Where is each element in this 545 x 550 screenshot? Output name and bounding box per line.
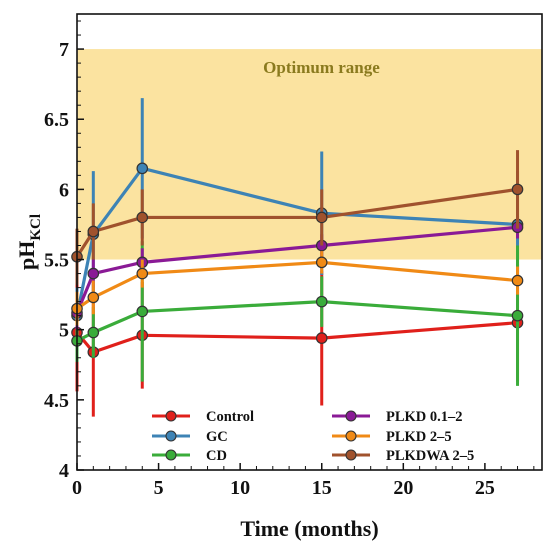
legend-item: Control	[152, 409, 254, 425]
y-tick-label: 4	[59, 460, 69, 482]
legend-marker	[345, 449, 357, 461]
legend-item: PLKD 0.1–2	[332, 409, 463, 425]
legend-item: GC	[152, 429, 228, 445]
plot-frame	[76, 13, 543, 471]
legend-label: GC	[206, 429, 228, 445]
data-point	[315, 295, 328, 308]
legend-label: PLKDWA 2–5	[386, 448, 474, 464]
optimum-range-rect	[77, 49, 542, 260]
data-point	[136, 267, 149, 280]
legend-marker	[345, 410, 357, 422]
x-tick-label: 15	[312, 477, 332, 499]
series-control	[71, 263, 524, 417]
x-tick-label: 20	[393, 477, 413, 499]
data-point	[136, 162, 149, 175]
optimum-range-label: Optimum range	[263, 58, 380, 77]
data-point	[315, 332, 328, 344]
data-point	[136, 305, 149, 318]
data-point	[315, 256, 328, 269]
optimum-range-band	[77, 49, 542, 260]
x-tick-label: 10	[230, 477, 250, 499]
data-point	[511, 309, 524, 322]
legend-item: PLKDWA 2–5	[332, 448, 474, 464]
y-tick-label: 6	[59, 179, 69, 201]
data-point	[87, 225, 100, 238]
series-layer	[71, 98, 524, 417]
legend-marker	[165, 410, 177, 422]
y-axis-title-subscript: KCl	[28, 214, 44, 241]
data-point	[87, 326, 100, 339]
y-tick-label: 5.5	[44, 250, 69, 272]
x-tick-label: 0	[72, 477, 82, 499]
legend-marker	[165, 449, 177, 461]
data-point	[315, 211, 328, 224]
series-plkdwa-2-5	[71, 150, 524, 285]
legend-item: CD	[152, 448, 227, 464]
data-point	[511, 274, 524, 287]
x-tick-label: 25	[475, 477, 495, 499]
legend-label: PLKD 0.1–2	[386, 409, 463, 425]
legend-label: Control	[206, 409, 254, 425]
legend-item: PLKD 2–5	[332, 429, 452, 445]
y-axis-title: pHKCl	[14, 214, 44, 270]
data-point	[511, 183, 524, 196]
y-tick-label: 4.5	[44, 390, 69, 412]
data-point	[87, 291, 100, 304]
legend-label: PLKD 2–5	[386, 429, 452, 445]
series-cd	[71, 241, 524, 386]
y-axis-title-main: pH	[14, 241, 39, 270]
x-axis-title: Time (months)	[240, 516, 378, 541]
y-tick-label: 5	[59, 320, 69, 342]
axis-ticks: 0 5 10 15 20 25 4 4.5 5 5.5 6 6.5 7	[44, 20, 535, 499]
y-tick-label: 6.5	[44, 109, 69, 131]
data-point	[87, 267, 100, 280]
data-point	[136, 211, 149, 224]
legend-label: CD	[206, 448, 227, 464]
legend: Control GC CD PLKD 0.1–2 PLKD 2–5 PLKDWA 2–5	[152, 409, 474, 464]
legend-marker	[345, 430, 357, 442]
x-tick-label: 5	[154, 477, 164, 499]
legend-marker	[165, 430, 177, 442]
y-tick-label: 7	[59, 39, 69, 61]
